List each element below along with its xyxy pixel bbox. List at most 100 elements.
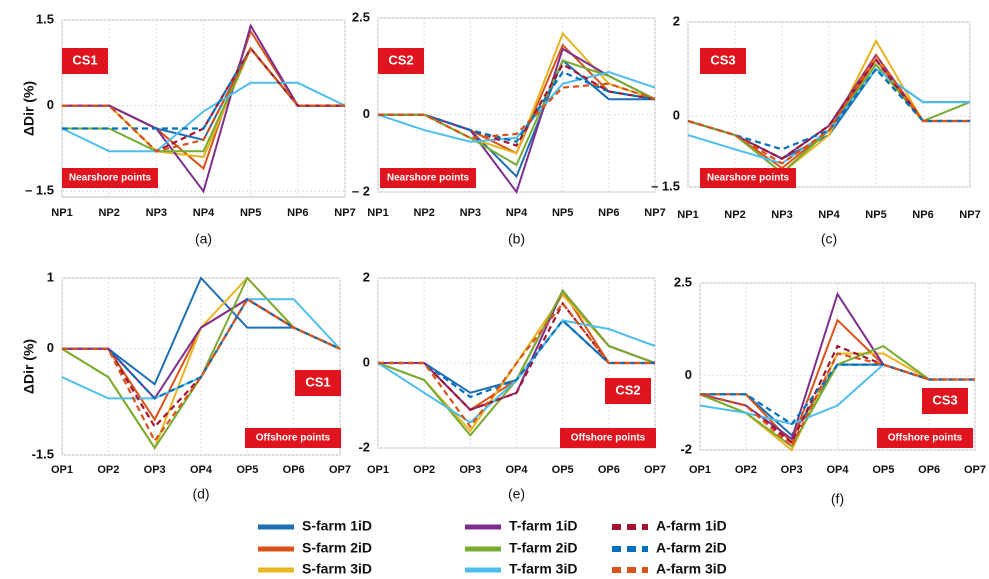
x-tick-label: OP4 bbox=[826, 464, 849, 476]
panel-label-box bbox=[605, 378, 651, 404]
x-tick-label: NP3 bbox=[771, 209, 792, 221]
x-tick-label: NP7 bbox=[959, 209, 980, 221]
x-tick-label: OP3 bbox=[459, 464, 481, 476]
legend-label: S-farm 2iD bbox=[302, 540, 372, 556]
y-tick-label: – 1.5 bbox=[651, 178, 680, 193]
x-tick-label: OP6 bbox=[283, 464, 305, 476]
x-tick-label: NP7 bbox=[644, 207, 665, 219]
y-tick-label: 2 bbox=[673, 13, 680, 28]
x-tick-label: OP4 bbox=[505, 464, 528, 476]
x-tick-label: NP2 bbox=[413, 207, 434, 219]
panel-label-box bbox=[700, 48, 746, 74]
note: Offshore points bbox=[256, 433, 331, 444]
series-line: T-farm 3iD bbox=[61, 81, 346, 153]
legend-label: A-farm 2iD bbox=[656, 540, 727, 556]
note: Offshore points bbox=[888, 433, 963, 444]
series-line: T-farm 2iD bbox=[378, 59, 656, 167]
note: Nearshore points bbox=[707, 173, 790, 184]
x-tick-label: NP1 bbox=[677, 209, 698, 221]
panel-label: CS3 bbox=[710, 52, 735, 67]
y-tick-label: – 1.5 bbox=[25, 183, 54, 198]
x-tick-label: OP7 bbox=[329, 464, 351, 476]
y-tick-label: 2.5 bbox=[674, 274, 692, 289]
x-tick-label: OP1 bbox=[51, 464, 73, 476]
subtitle: (f) bbox=[831, 491, 844, 507]
y-tick-label: -1.5 bbox=[32, 446, 54, 461]
x-tick-label: OP2 bbox=[413, 464, 435, 476]
panel-label-box bbox=[922, 388, 968, 414]
series-line: A-farm 2iD bbox=[700, 363, 975, 426]
note-box bbox=[700, 168, 796, 188]
series-line: T-farm 3iD bbox=[377, 71, 656, 143]
legend-label: S-farm 3iD bbox=[302, 561, 372, 577]
panel-label: CS1 bbox=[72, 52, 97, 67]
x-tick-label: OP7 bbox=[964, 464, 986, 476]
x-tick-label: NP3 bbox=[146, 207, 167, 219]
panel-label-box bbox=[295, 370, 341, 396]
series-line: A-farm 2iD bbox=[378, 70, 656, 143]
series-line: A-farm 1iD bbox=[699, 344, 975, 445]
legend-label: T-farm 2iD bbox=[509, 540, 577, 556]
panel-label: CS2 bbox=[388, 52, 413, 67]
note-box bbox=[560, 428, 656, 448]
x-tick-label: OP1 bbox=[689, 464, 711, 476]
x-tick-label: NP2 bbox=[98, 207, 119, 219]
x-tick-label: NP6 bbox=[912, 209, 933, 221]
x-tick-label: NP4 bbox=[193, 207, 215, 219]
series-line: A-farm 3iD bbox=[62, 46, 345, 153]
series-line: A-farm 2iD bbox=[62, 46, 345, 130]
y-tick-label: 0 bbox=[673, 108, 680, 123]
x-tick-label: NP5 bbox=[240, 207, 261, 219]
y-tick-label: 1 bbox=[47, 269, 54, 284]
series-line: A-farm 3iD bbox=[378, 301, 655, 429]
note: Nearshore points bbox=[69, 173, 152, 184]
x-tick-label: NP6 bbox=[598, 207, 619, 219]
panel-label: CS2 bbox=[615, 382, 640, 397]
x-tick-label: NP1 bbox=[51, 207, 72, 219]
subtitle: (c) bbox=[821, 231, 837, 247]
y-tick-label: -2 bbox=[358, 439, 370, 454]
x-tick-label: OP7 bbox=[644, 464, 666, 476]
y-tick-label: 0 bbox=[47, 340, 54, 355]
y-tick-label: 0 bbox=[685, 367, 692, 382]
x-tick-label: NP4 bbox=[506, 207, 528, 219]
series-line: A-farm 1iD bbox=[378, 301, 655, 412]
panel-label: CS1 bbox=[305, 374, 330, 389]
subtitle: (a) bbox=[195, 231, 212, 247]
panel-label-box bbox=[62, 48, 108, 74]
x-tick-label: OP6 bbox=[598, 464, 620, 476]
series-line: A-farm 3iD bbox=[699, 352, 975, 449]
subtitle: (b) bbox=[508, 231, 525, 247]
x-tick-label: NP4 bbox=[818, 209, 840, 221]
note-box bbox=[380, 168, 476, 188]
y-axis-label: ΔDir (%) bbox=[21, 339, 37, 394]
series-line: A-farm 3iD bbox=[62, 297, 341, 443]
y-tick-label: 1.5 bbox=[36, 11, 54, 26]
x-tick-label: OP2 bbox=[735, 464, 757, 476]
y-tick-label: 2 bbox=[363, 269, 370, 284]
x-tick-label: OP6 bbox=[918, 464, 940, 476]
panel-label-box bbox=[378, 48, 424, 74]
x-tick-label: OP5 bbox=[236, 464, 258, 476]
y-tick-label: 2.5 bbox=[352, 9, 370, 24]
x-tick-label: NP7 bbox=[334, 207, 355, 219]
x-tick-label: OP2 bbox=[97, 464, 119, 476]
x-tick-label: NP5 bbox=[552, 207, 573, 219]
y-tick-label: – 2 bbox=[352, 183, 370, 198]
x-tick-label: OP5 bbox=[872, 464, 894, 476]
note-box bbox=[62, 168, 158, 188]
x-tick-label: OP3 bbox=[144, 464, 166, 476]
x-tick-label: NP6 bbox=[287, 207, 308, 219]
note-box bbox=[877, 428, 973, 448]
y-tick-label: -2 bbox=[680, 441, 692, 456]
panel-label: CS3 bbox=[932, 392, 957, 407]
legend-label: T-farm 1iD bbox=[509, 518, 577, 534]
x-tick-label: NP5 bbox=[865, 209, 886, 221]
x-tick-label: NP3 bbox=[460, 207, 481, 219]
x-tick-label: OP4 bbox=[190, 464, 213, 476]
x-tick-label: OP5 bbox=[552, 464, 574, 476]
subtitle: (e) bbox=[508, 486, 525, 502]
legend-label: A-farm 3iD bbox=[656, 561, 727, 577]
y-tick-label: 0 bbox=[363, 106, 370, 121]
